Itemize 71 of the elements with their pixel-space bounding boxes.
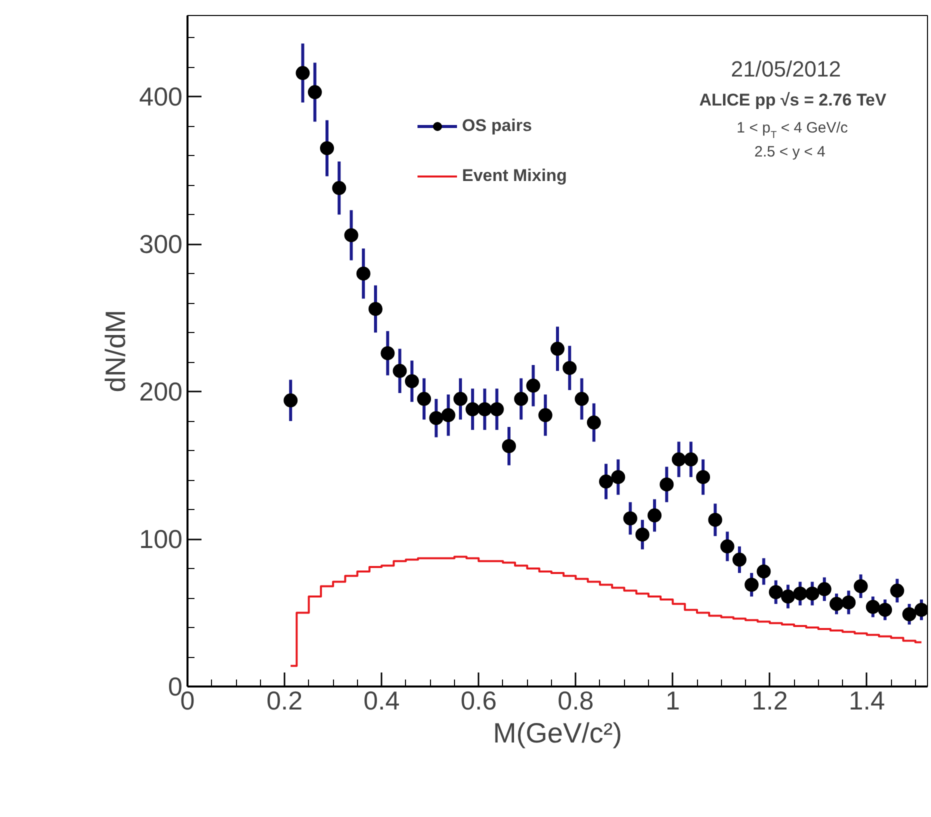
y-tick-label: 400 <box>139 82 183 112</box>
point <box>332 181 346 196</box>
point <box>441 408 456 422</box>
point <box>296 66 310 80</box>
point <box>574 392 589 406</box>
point <box>817 582 832 596</box>
point <box>830 596 844 611</box>
point <box>660 477 674 492</box>
point <box>854 579 868 594</box>
point <box>599 474 614 488</box>
x-tick-label: 0.2 <box>266 686 303 716</box>
point <box>793 586 808 601</box>
point <box>417 392 432 406</box>
point <box>720 539 734 554</box>
legend-label: Event Mixing <box>462 166 567 186</box>
annotation: ALICE pp √s = 2.76 TeV <box>699 90 888 110</box>
x-tick-label: 0.8 <box>558 686 594 716</box>
point <box>708 512 722 527</box>
point <box>635 528 650 542</box>
point <box>866 600 880 614</box>
point <box>732 552 746 567</box>
point <box>684 452 698 466</box>
point <box>502 439 516 454</box>
point <box>672 452 686 466</box>
legend-label: OS pairs <box>462 116 532 136</box>
point <box>756 564 771 578</box>
point <box>586 416 601 430</box>
point <box>429 411 444 426</box>
point <box>526 378 540 393</box>
point <box>356 266 370 281</box>
point <box>308 85 322 100</box>
x-tick-label: 1.4 <box>848 686 885 716</box>
point <box>805 586 820 601</box>
point <box>902 607 916 622</box>
y-tick-label: 100 <box>139 524 183 554</box>
point <box>466 402 480 416</box>
point <box>878 602 892 617</box>
annotation: 2.5 < y < 4 <box>754 144 826 160</box>
point <box>514 392 528 406</box>
point <box>380 346 395 360</box>
point <box>623 511 638 526</box>
point <box>490 402 504 416</box>
point <box>538 408 552 422</box>
point <box>914 602 928 617</box>
x-tick-label: 0.6 <box>460 686 497 716</box>
point <box>696 470 710 484</box>
point <box>648 508 662 522</box>
x-tick-label: 1.2 <box>752 686 788 716</box>
point <box>478 402 492 416</box>
point <box>453 392 468 406</box>
y-tick-label: 200 <box>139 376 183 407</box>
point <box>368 302 383 316</box>
point <box>404 374 419 388</box>
point <box>842 595 856 610</box>
point <box>768 585 783 600</box>
point <box>320 141 334 156</box>
y-axis-title: dN/dM <box>100 310 132 392</box>
point <box>611 470 626 484</box>
x-axis-title: M(GeV/c²) <box>492 718 622 748</box>
point <box>392 364 407 378</box>
point <box>344 228 358 242</box>
point <box>890 584 904 598</box>
point <box>780 590 795 604</box>
x-tick-label: 1 <box>666 686 680 716</box>
point <box>744 578 759 592</box>
point <box>284 393 298 408</box>
x-tick-label: 0.4 <box>364 686 400 716</box>
annotation: 21/05/2012 <box>730 56 842 82</box>
y-tick-label: 300 <box>139 229 183 260</box>
point <box>562 360 577 375</box>
point <box>550 342 564 356</box>
